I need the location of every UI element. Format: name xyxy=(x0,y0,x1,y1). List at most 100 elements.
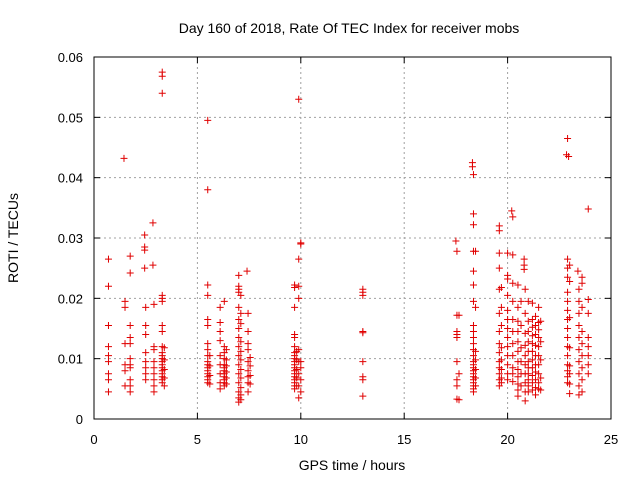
data-point xyxy=(204,281,212,289)
data-point xyxy=(104,370,112,378)
data-point xyxy=(244,358,252,366)
data-point xyxy=(237,384,245,392)
data-point xyxy=(535,326,543,334)
data-point xyxy=(584,343,592,351)
data-point xyxy=(244,388,252,396)
data-point xyxy=(575,285,583,293)
data-point xyxy=(104,255,112,263)
data-point xyxy=(532,341,540,349)
chart-title: Day 160 of 2018, Rate Of TEC Index for r… xyxy=(179,20,520,36)
data-point xyxy=(565,153,573,161)
data-point xyxy=(514,328,522,336)
data-point xyxy=(528,323,536,331)
data-point xyxy=(126,388,134,396)
data-point xyxy=(469,210,477,218)
data-point xyxy=(206,380,214,388)
data-point xyxy=(160,344,168,352)
data-point xyxy=(584,352,592,360)
data-point xyxy=(566,390,574,398)
data-point xyxy=(472,303,480,311)
data-point xyxy=(524,317,532,325)
data-point xyxy=(504,343,512,351)
data-point xyxy=(524,388,532,396)
data-point xyxy=(521,285,529,293)
data-point xyxy=(514,338,522,346)
y-tick-label: 0.05 xyxy=(58,110,83,125)
data-point xyxy=(564,334,572,342)
data-point xyxy=(509,251,517,259)
x-axis-label: GPS time / hours xyxy=(299,457,406,473)
data-point xyxy=(528,379,536,387)
data-points xyxy=(104,68,592,406)
data-point xyxy=(504,361,512,369)
data-point xyxy=(495,264,503,272)
data-point xyxy=(150,382,158,390)
data-point xyxy=(504,249,512,257)
data-point xyxy=(509,279,517,287)
data-point xyxy=(295,282,303,290)
data-point xyxy=(495,328,503,336)
data-point xyxy=(497,366,505,374)
data-point xyxy=(104,376,112,384)
data-point xyxy=(532,312,540,320)
data-point xyxy=(206,352,214,360)
data-point xyxy=(222,356,230,364)
data-point xyxy=(584,334,592,342)
data-point xyxy=(246,353,254,361)
data-point xyxy=(509,378,517,386)
data-point xyxy=(160,366,168,374)
data-point xyxy=(121,367,129,375)
data-point xyxy=(150,376,158,384)
data-point xyxy=(535,352,543,360)
data-point xyxy=(455,396,463,404)
data-point xyxy=(535,343,543,351)
data-point xyxy=(528,340,536,348)
data-point xyxy=(204,291,212,299)
data-point xyxy=(521,361,529,369)
data-point xyxy=(532,376,540,384)
data-point xyxy=(235,315,243,323)
data-point xyxy=(564,255,572,263)
data-point xyxy=(564,352,572,360)
data-point xyxy=(578,352,586,360)
data-point xyxy=(295,394,303,402)
data-point xyxy=(584,205,592,213)
data-point xyxy=(521,329,529,337)
data-point xyxy=(297,358,305,366)
data-point xyxy=(204,186,212,194)
data-point xyxy=(104,282,112,290)
data-point xyxy=(237,396,245,404)
data-point xyxy=(564,134,572,142)
data-point xyxy=(291,283,299,291)
x-tick-label: 25 xyxy=(604,432,618,447)
data-point xyxy=(126,269,134,277)
data-point xyxy=(206,372,214,380)
data-point xyxy=(235,303,243,311)
data-point xyxy=(508,207,516,215)
data-point xyxy=(524,376,532,384)
data-point xyxy=(521,309,529,317)
data-point xyxy=(158,89,166,97)
data-point xyxy=(517,344,525,352)
data-point xyxy=(472,356,480,364)
data-point xyxy=(158,72,166,80)
data-point xyxy=(359,358,367,366)
data-point xyxy=(578,279,586,287)
data-point xyxy=(564,297,572,305)
data-point xyxy=(297,376,305,384)
data-point xyxy=(537,386,545,394)
data-point xyxy=(524,297,532,305)
data-point xyxy=(150,388,158,396)
data-point xyxy=(453,358,461,366)
data-point xyxy=(584,370,592,378)
data-point xyxy=(244,367,252,375)
data-point xyxy=(564,306,572,314)
data-point xyxy=(126,340,134,348)
data-point xyxy=(453,382,461,390)
y-tick-label: 0.01 xyxy=(58,352,83,367)
data-point xyxy=(497,344,505,352)
data-point xyxy=(521,397,529,405)
data-point xyxy=(237,366,245,374)
data-point xyxy=(566,380,574,388)
data-point xyxy=(291,343,299,351)
